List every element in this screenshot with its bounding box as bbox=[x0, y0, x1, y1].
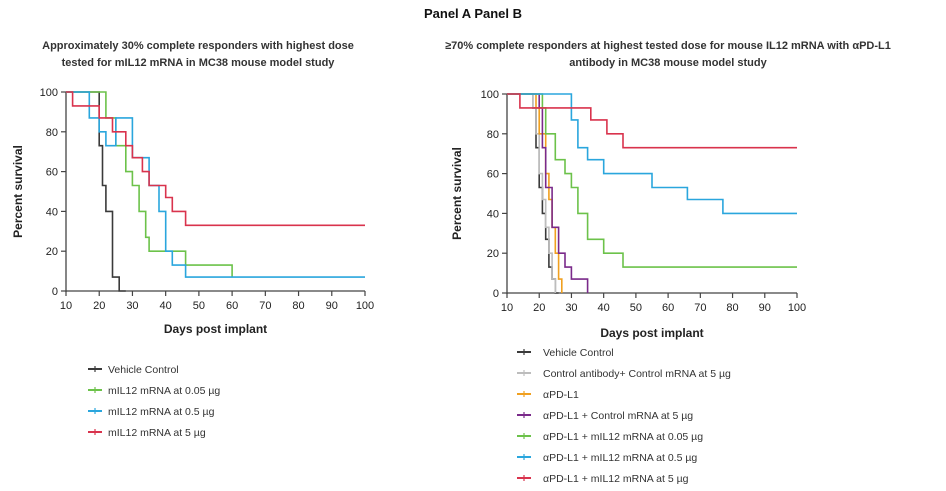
y-axis-label: Percent survival bbox=[11, 145, 25, 238]
x-tick-label: 70 bbox=[259, 300, 271, 312]
x-tick-label: 50 bbox=[630, 302, 642, 314]
y-tick-label: 40 bbox=[487, 208, 499, 220]
x-tick-label: 20 bbox=[93, 300, 105, 312]
x-tick-label: 90 bbox=[759, 302, 771, 314]
y-tick-label: 60 bbox=[46, 167, 58, 179]
legend-item: Control antibody+ Control mRNA at 5 µg bbox=[517, 368, 731, 380]
y-tick-label: 20 bbox=[487, 248, 499, 260]
y-tick-label: 0 bbox=[493, 288, 499, 300]
x-tick-label: 60 bbox=[226, 300, 238, 312]
y-tick-label: 40 bbox=[46, 206, 58, 218]
x-tick-label: 40 bbox=[598, 302, 610, 314]
legend-label: αPD-L1 + mIL12 mRNA at 0.5 µg bbox=[543, 452, 697, 464]
legend-item: αPD-L1 + Control mRNA at 5 µg bbox=[517, 410, 693, 422]
legend-label: mIL12 mRNA at 0.5 µg bbox=[108, 406, 215, 418]
legend-label: αPD-L1 bbox=[543, 389, 579, 401]
x-tick-label: 10 bbox=[60, 300, 72, 312]
x-tick-label: 30 bbox=[126, 300, 138, 312]
x-tick-label: 80 bbox=[726, 302, 738, 314]
chart-title-line: tested for mIL12 mRNA in MC38 mouse mode… bbox=[62, 57, 336, 69]
legend-item: αPD-L1 + mIL12 mRNA at 0.5 µg bbox=[517, 452, 697, 464]
legend-item: mIL12 mRNA at 0.05 µg bbox=[88, 385, 220, 397]
legend-label: Control antibody+ Control mRNA at 5 µg bbox=[543, 368, 731, 380]
legend-item: αPD-L1 + mIL12 mRNA at 5 µg bbox=[517, 473, 689, 485]
series-line--pd-l1-mil12-mrna-at-0-05-g bbox=[507, 93, 797, 268]
legend-label: Vehicle Control bbox=[108, 364, 179, 376]
series-line--pd-l1 bbox=[507, 93, 563, 293]
y-tick-label: 100 bbox=[481, 89, 499, 101]
legend-label: αPD-L1 + mIL12 mRNA at 0.05 µg bbox=[543, 431, 703, 443]
x-tick-label: 10 bbox=[501, 302, 513, 314]
legend-item: αPD-L1 bbox=[517, 389, 579, 401]
chart-title-line: Approximately 30% complete responders wi… bbox=[42, 40, 354, 52]
x-tick-label: 50 bbox=[193, 300, 205, 312]
series-line-mil12-mrna-at-5-g bbox=[66, 91, 365, 227]
x-tick-label: 60 bbox=[662, 302, 674, 314]
legend-item: Vehicle Control bbox=[88, 364, 179, 376]
x-tick-label: 90 bbox=[326, 300, 338, 312]
series-line-vehicle-control bbox=[66, 91, 126, 292]
legend-item: αPD-L1 + mIL12 mRNA at 0.05 µg bbox=[517, 431, 703, 443]
x-tick-label: 80 bbox=[292, 300, 304, 312]
page-title: Panel A Panel B bbox=[423, 6, 522, 21]
chart-title-line: antibody in MC38 mouse model study bbox=[569, 57, 767, 69]
legend-label: Vehicle Control bbox=[543, 347, 614, 359]
x-tick-label: 70 bbox=[694, 302, 706, 314]
legend-label: αPD-L1 + Control mRNA at 5 µg bbox=[543, 410, 693, 422]
y-tick-label: 20 bbox=[46, 246, 58, 258]
x-tick-label: 40 bbox=[160, 300, 172, 312]
legend-label: mIL12 mRNA at 0.05 µg bbox=[108, 385, 220, 397]
x-tick-label: 100 bbox=[788, 302, 806, 314]
series-line--pd-l1-mil12-mrna-at-0-5-g bbox=[507, 93, 797, 215]
y-tick-label: 60 bbox=[487, 169, 499, 181]
y-tick-label: 80 bbox=[46, 127, 58, 139]
x-tick-label: 20 bbox=[533, 302, 545, 314]
x-tick-label: 30 bbox=[565, 302, 577, 314]
y-tick-label: 0 bbox=[52, 286, 58, 298]
chart-panel-a: Approximately 30% complete responders wi… bbox=[11, 40, 374, 439]
x-tick-label: 100 bbox=[356, 300, 374, 312]
series-line-mil12-mrna-at-0-5-g bbox=[66, 91, 365, 278]
legend-item: Vehicle Control bbox=[517, 347, 614, 359]
y-tick-label: 80 bbox=[487, 129, 499, 141]
x-axis-label: Days post implant bbox=[600, 326, 703, 340]
chart-panel-b: ≥70% complete responders at highest test… bbox=[445, 40, 891, 485]
legend-item: mIL12 mRNA at 5 µg bbox=[88, 427, 206, 439]
y-tick-label: 100 bbox=[40, 87, 58, 99]
series-line-control-antibody-control-mrna-at-5-g bbox=[507, 93, 557, 293]
series-line--pd-l1-mil12-mrna-at-5-g bbox=[507, 93, 797, 149]
series-line-vehicle-control bbox=[507, 93, 559, 294]
y-axis-label: Percent survival bbox=[450, 147, 464, 240]
chart-title-line: ≥70% complete responders at highest test… bbox=[445, 40, 891, 52]
legend-label: αPD-L1 + mIL12 mRNA at 5 µg bbox=[543, 473, 689, 485]
legend-item: mIL12 mRNA at 0.5 µg bbox=[88, 406, 215, 418]
x-axis-label: Days post implant bbox=[164, 322, 267, 336]
legend-label: mIL12 mRNA at 5 µg bbox=[108, 427, 206, 439]
series-line--pd-l1-control-mrna-at-5-g bbox=[507, 93, 589, 293]
